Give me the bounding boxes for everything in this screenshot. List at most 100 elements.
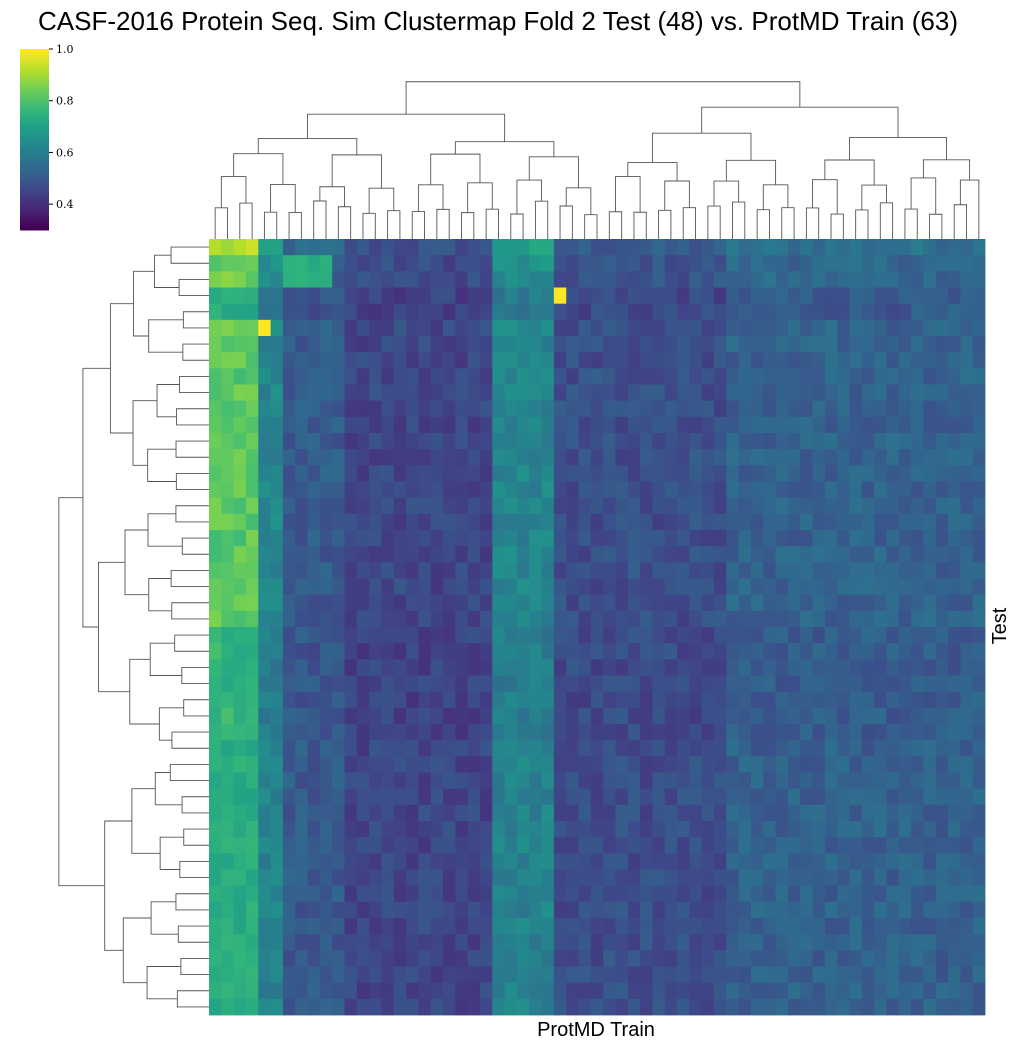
dendrogram-link bbox=[430, 153, 481, 185]
heatmap-cell bbox=[553, 643, 567, 660]
heatmap-cell bbox=[714, 562, 727, 579]
heatmap-cell bbox=[467, 416, 481, 434]
heatmap-cell bbox=[750, 384, 764, 402]
heatmap-cell bbox=[812, 869, 826, 887]
heatmap-cell bbox=[960, 546, 974, 563]
heatmap-cell bbox=[516, 724, 530, 741]
heatmap-cell bbox=[837, 853, 850, 870]
heatmap-cell bbox=[516, 885, 530, 903]
heatmap-cell bbox=[344, 449, 358, 466]
colorbar-segment bbox=[20, 109, 49, 113]
heatmap-cell bbox=[923, 756, 937, 773]
heatmap-cell bbox=[332, 610, 345, 628]
heatmap-cell bbox=[824, 966, 838, 984]
heatmap-cell bbox=[270, 610, 284, 628]
heatmap-cell bbox=[886, 821, 900, 838]
heatmap-cell bbox=[738, 433, 752, 450]
heatmap-cell bbox=[874, 433, 887, 450]
heatmap-cell bbox=[356, 400, 370, 418]
heatmap-cell bbox=[381, 901, 395, 919]
heatmap-cell bbox=[369, 239, 382, 256]
heatmap-cell bbox=[504, 578, 518, 596]
heatmap-cell bbox=[923, 352, 937, 369]
heatmap-cell bbox=[209, 303, 222, 321]
column-dendrogram bbox=[214, 81, 980, 239]
heatmap-cell bbox=[849, 384, 863, 402]
heatmap-cell bbox=[332, 934, 345, 951]
heatmap-cell bbox=[258, 352, 271, 369]
heatmap-cell bbox=[344, 578, 358, 596]
heatmap-cell bbox=[344, 497, 358, 515]
dendrogram-link bbox=[633, 211, 647, 239]
heatmap-cell bbox=[406, 546, 419, 563]
heatmap-cell bbox=[775, 869, 789, 887]
heatmap-cell bbox=[812, 659, 826, 676]
heatmap-cell bbox=[812, 546, 826, 563]
heatmap-cell bbox=[898, 255, 912, 272]
heatmap-cell bbox=[849, 659, 863, 676]
heatmap-cell bbox=[270, 352, 284, 369]
heatmap-cell bbox=[701, 675, 715, 693]
heatmap-cell bbox=[282, 659, 296, 676]
heatmap-cell bbox=[652, 594, 666, 612]
heatmap-cell bbox=[406, 255, 419, 272]
heatmap-cell bbox=[787, 384, 801, 402]
heatmap-cell bbox=[652, 707, 666, 725]
heatmap-cell bbox=[455, 724, 469, 741]
heatmap-cell bbox=[849, 643, 863, 660]
heatmap-cell bbox=[615, 837, 629, 854]
heatmap-cell bbox=[627, 530, 641, 547]
heatmap-cell bbox=[750, 772, 764, 790]
heatmap-cell bbox=[849, 772, 863, 790]
heatmap-cell bbox=[849, 594, 863, 612]
heatmap-cell bbox=[849, 901, 863, 919]
heatmap-cell bbox=[282, 255, 296, 272]
heatmap-cell bbox=[245, 853, 259, 870]
heatmap-cell bbox=[800, 675, 813, 693]
heatmap-cell bbox=[319, 433, 333, 450]
heatmap-cell bbox=[837, 982, 850, 1000]
heatmap-cell bbox=[689, 724, 703, 741]
heatmap-cell bbox=[714, 853, 727, 870]
heatmap-cell bbox=[479, 998, 493, 1016]
heatmap-cell bbox=[418, 643, 432, 660]
heatmap-cell bbox=[726, 594, 740, 612]
heatmap-cell bbox=[750, 319, 764, 337]
heatmap-cell bbox=[861, 804, 875, 822]
dendrogram-link bbox=[169, 763, 209, 782]
heatmap-cell bbox=[701, 901, 715, 919]
heatmap-cell bbox=[566, 497, 579, 515]
heatmap-cell bbox=[898, 562, 912, 579]
heatmap-cell bbox=[664, 772, 678, 790]
heatmap-cell bbox=[406, 271, 419, 288]
dendrogram-link bbox=[175, 440, 209, 458]
heatmap-cell bbox=[849, 336, 863, 353]
heatmap-cell bbox=[615, 352, 629, 369]
heatmap-cell bbox=[467, 271, 481, 288]
heatmap-cell bbox=[664, 562, 678, 579]
heatmap-cell bbox=[800, 821, 813, 838]
heatmap-cell bbox=[245, 643, 259, 660]
heatmap-cell bbox=[911, 465, 924, 482]
heatmap-cell bbox=[861, 416, 875, 434]
heatmap-cell bbox=[677, 303, 690, 321]
heatmap-cell bbox=[861, 627, 875, 644]
heatmap-cell bbox=[677, 837, 690, 854]
heatmap-cell bbox=[701, 352, 715, 369]
heatmap-cell bbox=[812, 837, 826, 854]
colorbar-segment bbox=[20, 211, 49, 216]
heatmap-cell bbox=[948, 982, 961, 1000]
heatmap-cell bbox=[553, 788, 567, 806]
heatmap-cell bbox=[406, 627, 419, 644]
heatmap-cell bbox=[627, 303, 641, 321]
heatmap-cell bbox=[443, 918, 456, 935]
heatmap-cell bbox=[541, 530, 555, 547]
heatmap-cell bbox=[874, 675, 887, 693]
heatmap-cell bbox=[787, 707, 801, 725]
heatmap-cell bbox=[590, 497, 604, 515]
heatmap-cell bbox=[935, 336, 949, 353]
heatmap-cell bbox=[307, 982, 321, 1000]
heatmap-cell bbox=[381, 610, 395, 628]
heatmap-cell bbox=[590, 384, 604, 402]
heatmap-cell bbox=[245, 707, 259, 725]
